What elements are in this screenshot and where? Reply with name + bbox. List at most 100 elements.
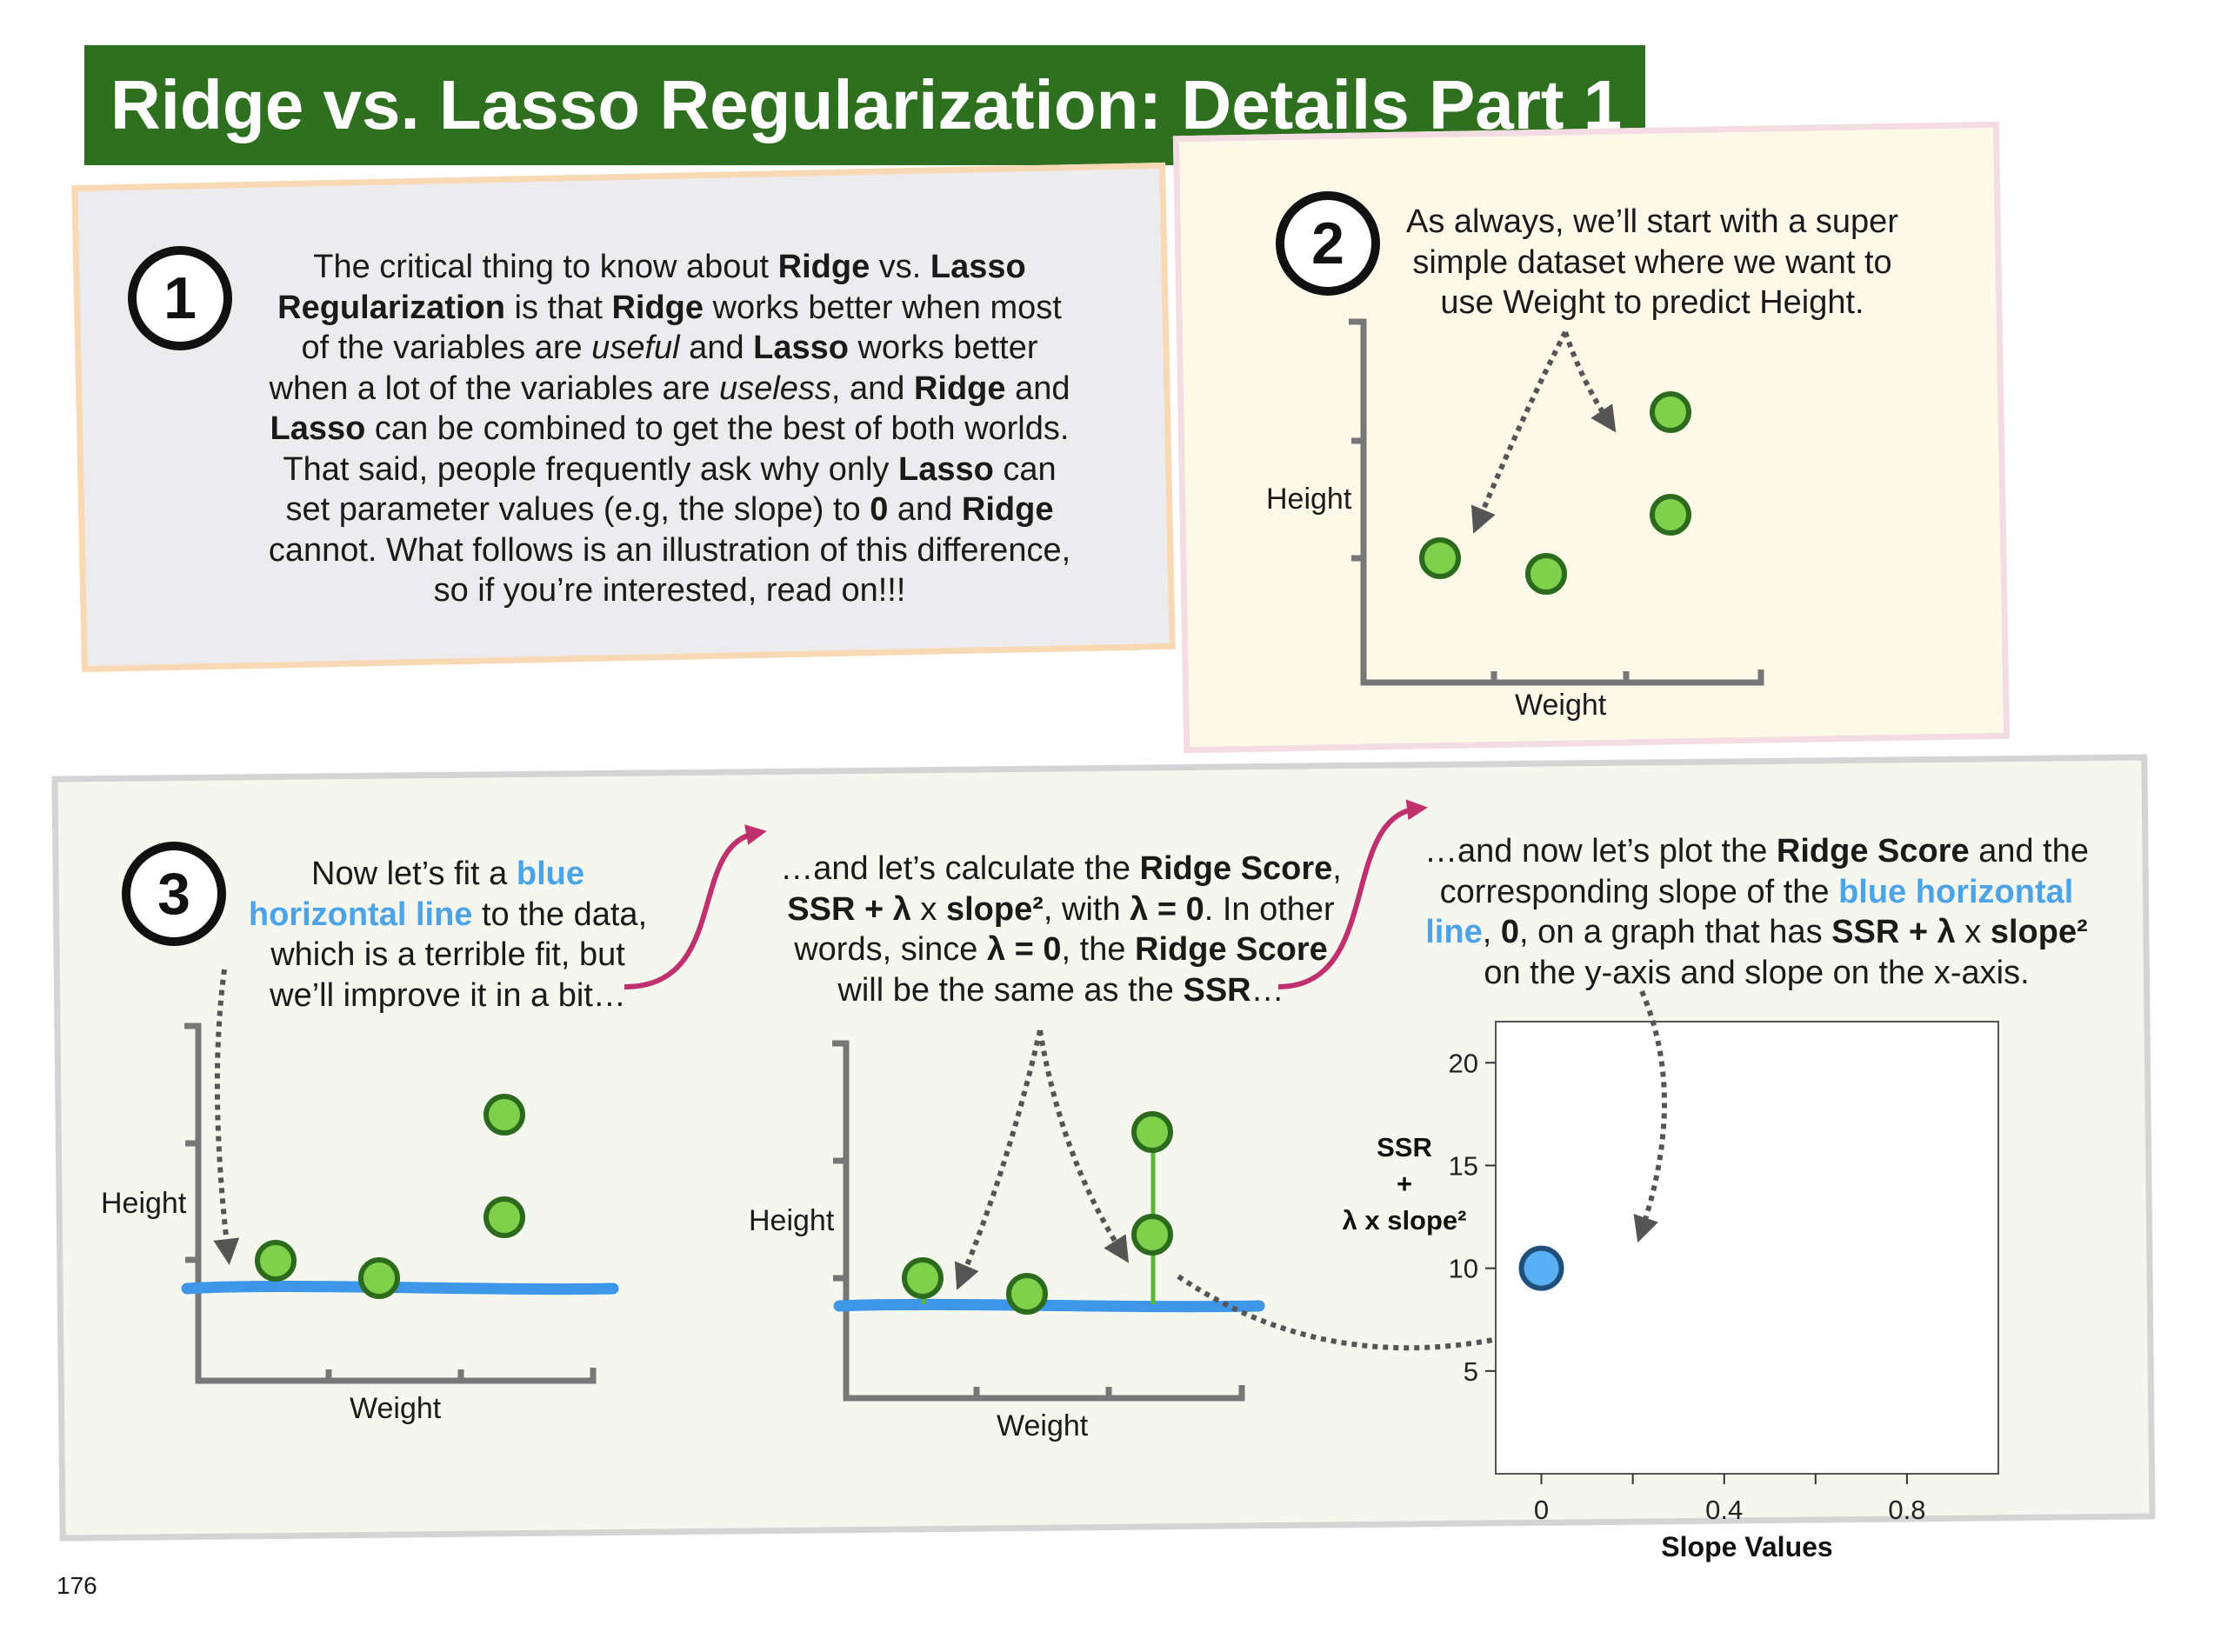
text-run: λ = 0 bbox=[986, 931, 1062, 968]
text-run: Ridge bbox=[777, 249, 870, 285]
text-run: Lasso bbox=[270, 410, 366, 447]
text-line: of the variables are useful and Lasso wo… bbox=[243, 328, 1096, 369]
text-run: …and let’s calculate the bbox=[780, 850, 1140, 887]
ridge-chart-arrow bbox=[1633, 989, 1667, 1243]
step-arrows bbox=[624, 799, 1428, 989]
text-run: vs. bbox=[870, 249, 930, 285]
text-run: , with bbox=[1043, 890, 1130, 928]
text-line: so if you’re interested, read on!!! bbox=[243, 570, 1096, 611]
text-run: slope² bbox=[1990, 914, 2088, 950]
x-axis-label: Slope Values bbox=[1661, 1531, 1832, 1562]
text-run: λ = 0 bbox=[1130, 890, 1204, 928]
text-run: …and now let’s plot the bbox=[1424, 833, 1777, 869]
text-run: to the data, bbox=[472, 896, 648, 933]
text-line: on the y-axis and slope on the x-axis. bbox=[1391, 953, 2122, 994]
text-run: useless bbox=[719, 370, 831, 407]
text-run: on the y-axis and slope on the x-axis. bbox=[1484, 954, 2030, 991]
text-run: blue horizontal bbox=[1838, 873, 2074, 910]
text-run: Ridge bbox=[611, 289, 704, 326]
text-run: , bbox=[1332, 850, 1342, 887]
text-run: works better bbox=[848, 330, 1038, 366]
text-run: of the variables are bbox=[301, 330, 592, 366]
plot-b-fit-line bbox=[833, 1298, 1265, 1313]
text-run: useful bbox=[591, 330, 680, 366]
y-tick-label: 5 bbox=[1464, 1356, 1478, 1387]
text-line: Regularization is that Ridge works bette… bbox=[243, 288, 1096, 329]
text-line: set parameter values (e.g, the slope) to… bbox=[243, 490, 1096, 530]
page-number: 176 bbox=[57, 1572, 97, 1599]
text-run: The critical thing to know about bbox=[313, 249, 778, 285]
text-run: words, since bbox=[794, 931, 987, 968]
text-run: corresponding slope of the bbox=[1439, 873, 1839, 910]
text-run: Ridge bbox=[961, 491, 1054, 528]
text-run: Now let’s fit a bbox=[311, 856, 517, 892]
step2-y-label: Height bbox=[1266, 483, 1352, 516]
step3-text-c: …and now let’s plot the Ridge Score and … bbox=[1391, 831, 2122, 993]
step1-text: The critical thing to know about Ridge v… bbox=[243, 247, 1096, 611]
plot-a-y-label: Height bbox=[101, 1187, 187, 1220]
data-point bbox=[902, 1257, 944, 1299]
text-line: when a lot of the variables are useless,… bbox=[243, 369, 1096, 410]
text-run: set parameter values (e.g, the slope) to bbox=[285, 491, 870, 528]
text-line: we’ll improve it in a bit… bbox=[235, 976, 661, 1016]
plot-a-arrow bbox=[213, 969, 240, 1265]
text-run: That said, people frequently ask why onl… bbox=[283, 450, 898, 488]
text-line: words, since λ = 0, the Ridge Score bbox=[748, 929, 1374, 970]
text-line: use Weight to predict Height. bbox=[1383, 283, 1922, 323]
text-run: blue bbox=[516, 856, 584, 892]
text-line: Lasso can be combined to get the best of… bbox=[243, 409, 1096, 450]
plot-b-axes bbox=[832, 1040, 1245, 1402]
text-line: Now let’s fit a blue bbox=[235, 854, 661, 895]
text-run: Ridge Score bbox=[1135, 931, 1328, 968]
data-point bbox=[1650, 494, 1691, 536]
text-run: cannot. What follows is an illustration … bbox=[268, 531, 1071, 569]
page-title: Ridge vs. Lasso Regularization: Details … bbox=[84, 45, 1645, 165]
data-point bbox=[1131, 1214, 1173, 1256]
data-point bbox=[1650, 391, 1691, 433]
text-line: corresponding slope of the blue horizont… bbox=[1391, 872, 2122, 913]
text-run: works better when most bbox=[704, 289, 1062, 326]
text-run: and the bbox=[1969, 833, 2089, 869]
text-line: horizontal line to the data, bbox=[235, 895, 661, 936]
plot-b-arrows bbox=[954, 1029, 1578, 1351]
step2-number: 2 bbox=[1276, 191, 1380, 296]
text-run: Regularization bbox=[277, 289, 505, 326]
step3-text-a: Now let’s fit a blue horizontal line to t… bbox=[235, 854, 661, 1016]
text-line: will be the same as the SSR… bbox=[748, 970, 1374, 1011]
step2-x-label: Weight bbox=[1515, 689, 1607, 722]
text-run: 0 bbox=[1500, 914, 1519, 950]
text-run: x bbox=[910, 890, 946, 928]
step3-text-b: …and let’s calculate the Ridge Score, SSR… bbox=[748, 849, 1374, 1010]
text-line: That said, people frequently ask why onl… bbox=[243, 450, 1096, 490]
text-run: SSR bbox=[1183, 971, 1251, 1009]
text-run: Ridge bbox=[913, 370, 1006, 407]
y-tick-label: 20 bbox=[1449, 1048, 1478, 1078]
y-tick-label: 10 bbox=[1449, 1254, 1478, 1284]
text-run: can be combined to get the best of both … bbox=[365, 410, 1070, 447]
y-axis-label-line: + bbox=[1397, 1169, 1412, 1199]
text-run: Ridge Score bbox=[1776, 833, 1970, 869]
plot-b-y-label: Height bbox=[749, 1204, 835, 1237]
text-run: SSR + λ bbox=[1831, 914, 1956, 950]
ridge-chart-frame bbox=[1495, 1021, 1999, 1475]
text-line: line, 0, on a graph that has SSR + λ x s… bbox=[1391, 912, 2122, 953]
text-run: 0 bbox=[870, 491, 889, 528]
text-run: , the bbox=[1061, 931, 1136, 968]
data-point bbox=[358, 1257, 400, 1299]
plot-a-axes bbox=[184, 1023, 597, 1384]
text-run: Lasso bbox=[897, 450, 994, 488]
x-tick-label: 0 bbox=[1534, 1495, 1549, 1525]
text-run: so if you’re interested, read on!!! bbox=[433, 572, 906, 609]
text-run: is that bbox=[504, 289, 612, 326]
text-run: . In other bbox=[1204, 890, 1335, 928]
text-line: As always, we’ll start with a super bbox=[1383, 202, 1922, 243]
text-run: , and bbox=[830, 370, 914, 407]
text-run: … bbox=[1250, 971, 1284, 1009]
text-run: and bbox=[888, 491, 962, 528]
text-run: when a lot of the variables are bbox=[269, 370, 720, 407]
x-tick-label: 0.8 bbox=[1888, 1495, 1925, 1525]
data-points bbox=[255, 391, 1691, 1315]
text-run: line bbox=[1425, 914, 1483, 950]
plot-a-fit-line bbox=[181, 1280, 619, 1296]
plot-a-x-label: Weight bbox=[350, 1392, 442, 1425]
